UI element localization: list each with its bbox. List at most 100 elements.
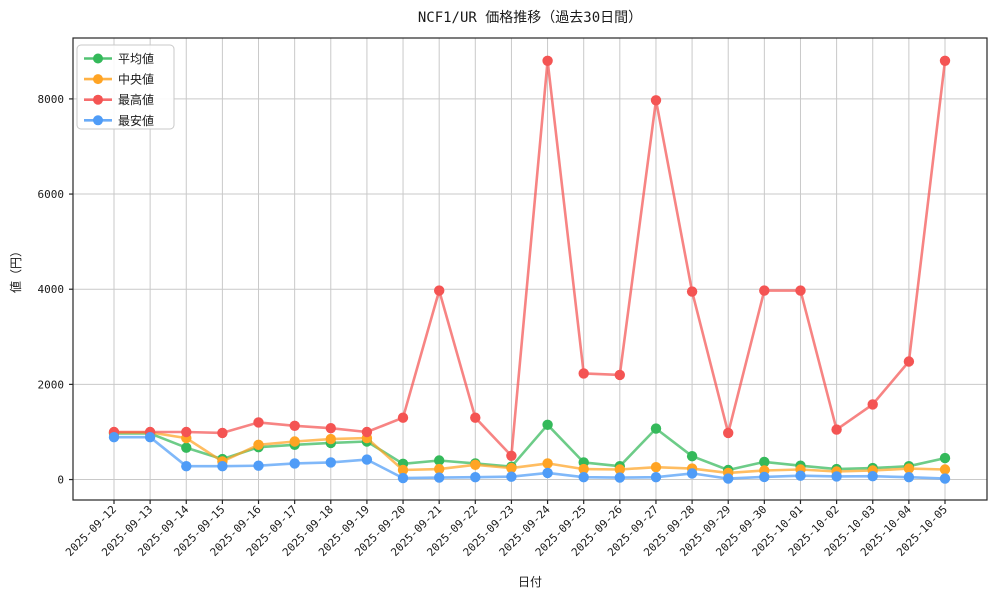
data-point-max [506,450,517,461]
legend-label-mean: 平均値 [118,51,154,66]
data-point-median [650,462,662,473]
legend-item-median: 中央値 [84,72,154,87]
data-point-max [686,286,698,297]
data-point-mean [650,423,662,434]
data-point-min [181,461,192,472]
data-point-median [289,436,300,447]
y-axis-label: 値（円） [8,245,23,293]
data-point-min [361,454,373,465]
data-point-min [434,472,445,483]
legend-label-min: 最安値 [118,113,154,128]
legend-marker-min [93,115,103,126]
data-point-min [542,467,553,479]
data-point-min [614,472,625,483]
y-tick-label: 6000 [38,188,65,201]
data-series [108,55,951,484]
legend-marker-median [93,74,103,85]
data-point-max [470,412,481,423]
data-point-max [578,368,589,379]
y-tick-label: 0 [57,474,64,487]
data-point-median [614,464,625,475]
data-point-max [650,95,662,106]
data-point-min [578,472,589,483]
data-point-median [578,463,589,475]
legend-label-max: 最高値 [118,92,154,107]
series-line-median [114,431,946,475]
data-point-mean [939,452,951,464]
data-point-max [361,426,373,438]
data-point-max [831,424,842,435]
series-median [108,427,951,479]
y-tick-labels: 0 2000 4000 6000 8000 [38,93,65,487]
legend-marker-mean [93,53,103,64]
data-point-min [867,471,878,482]
data-point-median [903,463,915,474]
data-point-median [542,458,553,469]
data-point-max [939,55,951,66]
series-line-max [114,59,947,458]
legend-marker-max [93,94,103,105]
series-line-min [114,435,946,480]
y-tick-label: 8000 [38,93,65,106]
data-point-min [650,472,662,483]
data-point-max [542,55,553,66]
legend-item-max: 最高値 [84,92,154,107]
data-point-min [903,472,915,483]
data-point-max [434,285,445,296]
series-min [108,432,951,484]
data-point-mean [181,442,192,453]
data-point-max [397,412,409,423]
data-point-min [253,460,264,471]
data-point-median [939,464,951,475]
data-point-max [795,285,806,296]
data-point-max [723,427,734,439]
data-point-mean [759,456,770,468]
data-point-mean [542,419,553,430]
data-point-min [108,432,120,443]
data-point-mean [686,451,698,462]
axis-ticks [69,98,946,504]
y-tick-label: 4000 [38,283,65,296]
data-point-median [506,462,517,474]
data-point-max [867,399,878,410]
data-point-mean [434,455,445,466]
data-point-median [434,463,445,475]
data-point-min [939,473,951,484]
data-point-median [325,433,336,445]
data-point-min [144,432,156,443]
data-point-min [289,458,300,469]
data-point-max [759,285,770,296]
chart-title: NCF1/UR 価格推移（過去30日間） [418,10,642,26]
data-point-min [217,461,228,472]
legend-item-mean: 平均値 [84,51,154,66]
data-point-max [181,426,192,438]
legend-box [76,44,175,130]
data-point-median [397,464,409,476]
data-point-max [289,420,300,431]
data-point-max [253,417,264,428]
y-tick-label: 2000 [38,378,65,391]
series-max [108,55,951,461]
data-point-max [217,427,228,439]
data-point-min [831,471,842,482]
data-point-min [470,472,481,483]
data-point-min [795,470,806,481]
data-point-median [253,439,264,450]
legend-label-median: 中央値 [118,72,154,87]
series-line-mean [114,423,946,472]
data-point-min [325,457,336,468]
plot-area-border [72,37,988,501]
data-point-min [686,468,698,479]
x-tick-labels: 2025-09-122025-09-132025-09-142025-09-15… [63,503,950,559]
data-point-min [723,473,734,484]
data-point-min [506,471,517,482]
data-point-max [903,356,915,367]
data-point-median [470,459,481,470]
data-point-min [759,471,770,483]
data-point-max [325,423,336,434]
data-point-min [397,472,409,484]
legend-item-min: 最安値 [84,113,154,128]
